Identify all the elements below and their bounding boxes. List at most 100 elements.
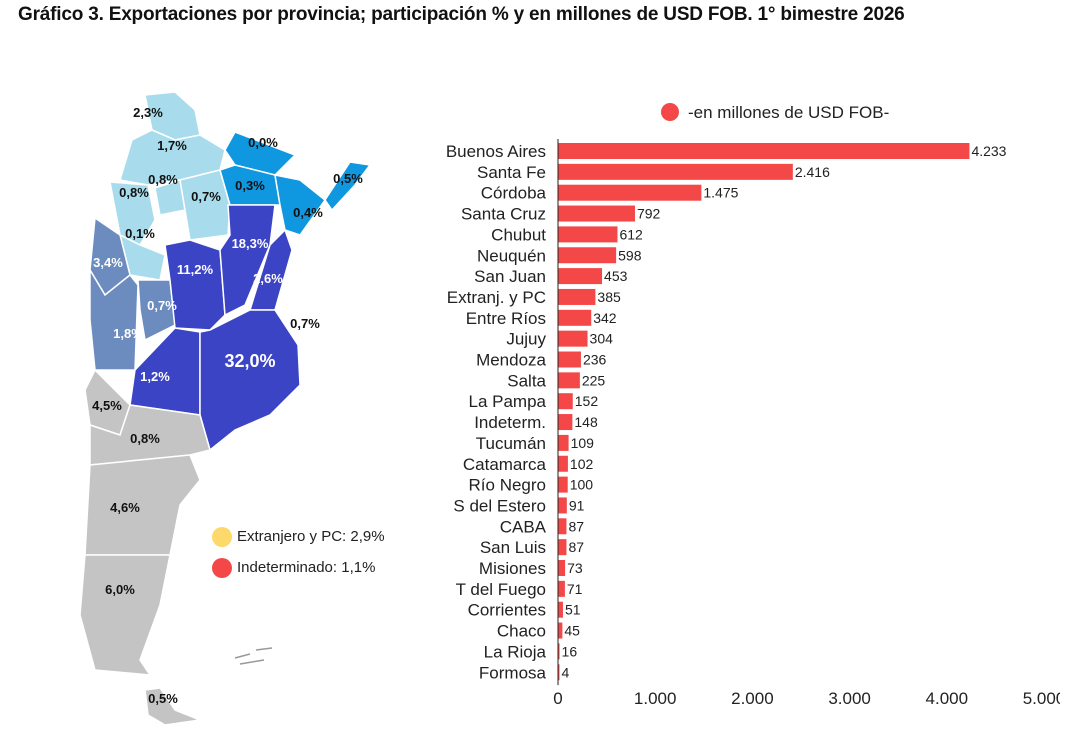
bar-value-label: 109 xyxy=(571,435,595,451)
map-label: 4,5% xyxy=(92,398,122,413)
chart-title: Gráfico 3. Exportaciones por provincia; … xyxy=(18,4,905,25)
x-tick-label: 2.000 xyxy=(731,689,774,708)
bar-value-label: 453 xyxy=(604,268,628,284)
category-label: S del Estero xyxy=(453,496,546,515)
bar-value-label: 4.233 xyxy=(971,143,1006,159)
bar-value-label: 87 xyxy=(568,518,584,534)
province-tierra-del-fuego xyxy=(144,687,203,726)
bar-value-label: 792 xyxy=(637,206,661,222)
bar xyxy=(558,622,563,639)
chart-legend-label: -en millones de USD FOB- xyxy=(688,103,889,122)
map-label: 18,3% xyxy=(232,236,269,251)
province-mendoza xyxy=(89,267,139,371)
bar xyxy=(558,163,793,180)
category-label: Buenos Aires xyxy=(446,142,546,161)
bar-value-label: 73 xyxy=(567,560,583,576)
category-label: CABA xyxy=(500,517,547,536)
bar xyxy=(558,434,569,451)
legend-label-indeterminado: Indeterminado: 1,1% xyxy=(237,559,376,576)
bar xyxy=(558,143,970,159)
map-labels: 2,3%1,7% 0,0%0,8%0,8%0,7%0,3% 0,5%0,4%0,1%… xyxy=(92,105,363,706)
category-label: Mendoza xyxy=(476,351,546,370)
province-misiones xyxy=(324,161,372,212)
bar xyxy=(558,664,560,681)
bar-chart: -en millones de USD FOB- Buenos Aires 4.2… xyxy=(446,103,1060,708)
bar-value-label: 236 xyxy=(583,352,607,368)
map-label: 0,8% xyxy=(148,172,178,187)
map-label: 1,7% xyxy=(157,138,187,153)
x-tick-label: 0 xyxy=(553,689,562,708)
province-cordoba xyxy=(164,239,226,331)
bar xyxy=(558,247,617,264)
map-label: 0,5% xyxy=(333,171,363,186)
map-label: 0,7% xyxy=(191,189,221,204)
x-tick-label: 3.000 xyxy=(828,689,871,708)
map-label: 0,8% xyxy=(119,185,149,200)
x-axis: 0 1.000 2.000 3.000 4.000 5.000 xyxy=(553,139,1060,708)
bar-value-label: 304 xyxy=(590,331,614,347)
bar-value-label: 598 xyxy=(618,247,642,263)
chart-legend: -en millones de USD FOB- xyxy=(661,103,889,122)
chart-legend-dot xyxy=(661,103,679,121)
x-tick-label: 4.000 xyxy=(926,689,969,708)
bar xyxy=(558,184,702,201)
map-label: 32,0% xyxy=(224,351,275,371)
bar xyxy=(558,476,568,493)
category-label: Río Negro xyxy=(469,476,546,495)
category-label: Santa Cruz xyxy=(461,205,546,224)
map-label: 0,7% xyxy=(290,316,320,331)
map-label: 6,0% xyxy=(105,582,135,597)
category-label: Chubut xyxy=(491,225,546,244)
category-label: La Pampa xyxy=(469,392,547,411)
category-label: Córdoba xyxy=(481,184,547,203)
bar xyxy=(558,372,580,389)
category-label: Catamarca xyxy=(463,455,547,474)
category-label: T del Fuego xyxy=(456,580,546,599)
map-label: 2,3% xyxy=(133,105,163,120)
bar-value-label: 152 xyxy=(575,393,599,409)
bar xyxy=(558,351,581,368)
bar-value-label: 2.416 xyxy=(795,164,830,180)
province-entre-rios xyxy=(248,228,293,311)
category-label: Corrientes xyxy=(468,601,546,620)
bar xyxy=(558,330,588,347)
bar xyxy=(558,560,566,576)
map-label: 0,0% xyxy=(248,135,278,150)
bar xyxy=(558,518,567,535)
bar-value-label: 16 xyxy=(562,643,578,659)
legend-dot-extranjero xyxy=(212,527,232,547)
category-label: La Rioja xyxy=(484,642,547,661)
x-tick-label: 1.000 xyxy=(634,689,677,708)
bar xyxy=(558,539,567,556)
bar-value-label: 91 xyxy=(569,497,585,513)
map-label: 0,4% xyxy=(293,205,323,220)
region-cuyo xyxy=(89,216,176,371)
bar xyxy=(558,455,568,472)
map-label: 0,3% xyxy=(235,178,265,193)
bar-value-label: 148 xyxy=(574,414,598,430)
bar xyxy=(558,580,565,597)
bar xyxy=(558,288,596,305)
category-label: Entre Ríos xyxy=(466,309,546,328)
category-label: Tucumán xyxy=(476,434,546,453)
bar-value-label: 87 xyxy=(568,539,584,555)
bar-value-label: 100 xyxy=(570,477,594,493)
category-label: Neuquén xyxy=(477,246,546,265)
bars: Buenos Aires 4.233 Santa Fe 2.416 Córdoba 1.4… xyxy=(446,142,1007,682)
bar-value-label: 612 xyxy=(619,226,643,242)
category-label: San Juan xyxy=(474,267,546,286)
category-label: Formosa xyxy=(479,663,547,682)
province-salta xyxy=(119,129,226,186)
map-label: 0,7% xyxy=(147,298,177,313)
province-santa-cruz xyxy=(79,554,171,676)
region-centro xyxy=(129,204,301,452)
map-label: 0,8% xyxy=(130,431,160,446)
bar-value-label: 4 xyxy=(562,664,570,680)
province-san-luis xyxy=(137,279,176,342)
category-label: Jujuy xyxy=(506,330,546,349)
province-catamarca xyxy=(109,181,156,246)
category-label: Salta xyxy=(507,371,546,390)
map-label: 4,6% xyxy=(110,500,140,515)
province-formosa xyxy=(224,131,297,176)
category-label: Indeterm. xyxy=(474,413,546,432)
